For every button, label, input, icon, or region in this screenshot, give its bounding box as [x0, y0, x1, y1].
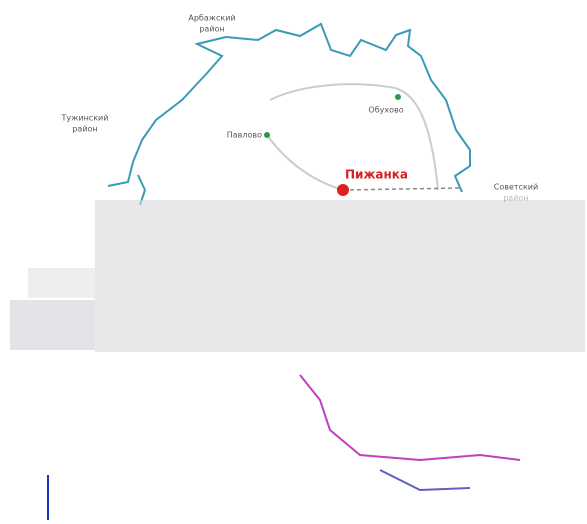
- railway: [342, 187, 461, 191]
- district-label: район: [503, 194, 528, 203]
- district-label: Советский: [494, 183, 538, 192]
- image-artifact: [10, 300, 95, 350]
- image-artifact: [95, 200, 585, 352]
- district-label: район: [199, 25, 224, 34]
- district-label: Тужинский: [61, 114, 109, 123]
- district-label: Арбажский: [188, 14, 235, 23]
- settlement-label: Павлово: [227, 131, 262, 140]
- district-label: район: [72, 125, 97, 134]
- image-artifact: [28, 268, 95, 298]
- road: [266, 134, 344, 191]
- road: [269, 83, 439, 191]
- settlement-marker: [264, 132, 270, 138]
- center-label: Пижанка: [345, 168, 408, 182]
- image-artifact: [379, 469, 471, 492]
- labels: Арбажский район Тужинский район Советский рай…: [61, 14, 539, 203]
- district-boundary: [107, 22, 471, 193]
- image-artifact: [299, 374, 521, 462]
- settlement-marker: [395, 94, 401, 100]
- center-marker: [337, 184, 349, 196]
- settlement-label: Обухово: [368, 106, 403, 115]
